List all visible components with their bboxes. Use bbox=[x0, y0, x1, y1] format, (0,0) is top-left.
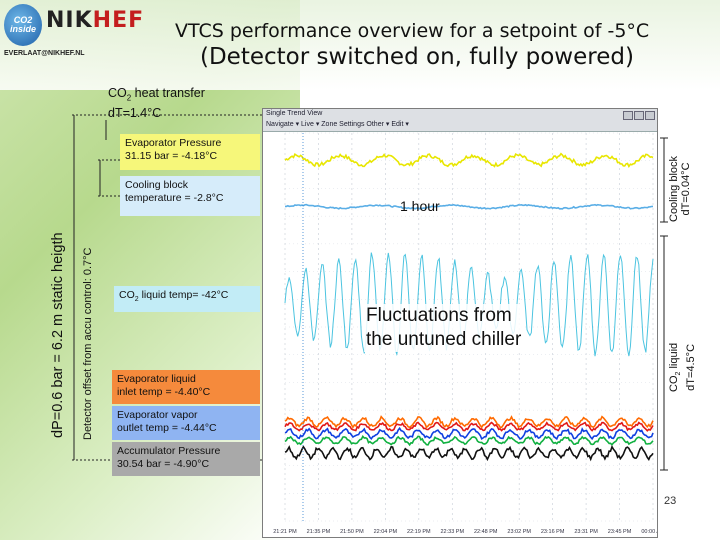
close-button[interactable] bbox=[645, 111, 655, 120]
evap-liquid-a: Evaporator liquid bbox=[117, 373, 196, 385]
evap-pressure-a: Evaporator Pressure bbox=[125, 137, 222, 149]
series-line-evaporator-liquid bbox=[284, 415, 654, 429]
annotation-evaporator-vapor: Evaporator vapor outlet temp = -4.44°C bbox=[112, 406, 260, 440]
cooling-block-a: Cooling block bbox=[125, 179, 189, 191]
annotation-evaporator-liquid: Evaporator liquid inlet temp = -4.40°C bbox=[112, 370, 260, 404]
fluct-line-2: the untuned chiller bbox=[366, 329, 522, 350]
annotation-accumulator-pressure: Accumulator Pressure 30.54 bar = -4.90°C bbox=[112, 442, 260, 476]
co2-liquid-dt-sub: 2 bbox=[675, 371, 683, 376]
x-tick-label: 23:31 PM bbox=[574, 529, 598, 535]
cooling-block-dt-a: Cooling block bbox=[668, 155, 680, 222]
evap-pressure-b: 31.15 bar = -4.18°C bbox=[125, 150, 218, 162]
co2-liquid-sub: 2 bbox=[134, 296, 139, 304]
fluct-line-1: Fluctuations from bbox=[366, 305, 512, 326]
accu-pressure-b: 30.54 bar = -4.90°C bbox=[117, 458, 210, 470]
background-top bbox=[0, 0, 720, 90]
nikhef-wordmark: NIKHEF bbox=[46, 8, 144, 33]
x-tick-label: 22:19 PM bbox=[407, 529, 431, 535]
x-tick-label: 00:00 AM bbox=[641, 529, 658, 535]
minimize-button[interactable] bbox=[623, 111, 633, 120]
series-line-green-trace bbox=[284, 435, 654, 447]
x-tick-label: 21:35 PM bbox=[307, 529, 331, 535]
co2-liquid-dt-label: CO2 liquid dT=4.5°C bbox=[668, 343, 697, 392]
x-tick-label: 22:33 PM bbox=[440, 529, 464, 535]
plot-toolbar: Single Trend View Navigate ▾ Live ▾ Zone… bbox=[263, 109, 657, 132]
series-line-evaporator-pressure bbox=[284, 152, 654, 168]
co2-liquid-dt-a: CO bbox=[668, 375, 680, 393]
co2-liquid-a: CO bbox=[119, 289, 135, 301]
co2-liquid-dt-c: liquid bbox=[668, 342, 680, 372]
plot-toolbar-menu[interactable]: Navigate ▾ Live ▾ Zone Settings Other ▾ … bbox=[266, 121, 409, 128]
x-tick-label: 22:48 PM bbox=[474, 529, 498, 535]
x-tick-label: 23:45 PM bbox=[608, 529, 632, 535]
series-line-cooling-block bbox=[285, 203, 654, 210]
evap-liquid-b: inlet temp = -4.40°C bbox=[117, 386, 211, 398]
accu-pressure-a: Accumulator Pressure bbox=[117, 445, 221, 457]
co2-liquid-b: liquid temp= -42°C bbox=[138, 289, 229, 301]
co2-heat-transfer-b: heat transfer bbox=[131, 86, 205, 100]
page-number: 23 bbox=[664, 495, 677, 507]
x-tick-label: 23:16 PM bbox=[541, 529, 565, 535]
accu-offset-label: Detector offset from accu control: 0.7°C bbox=[82, 247, 94, 441]
slide-title: VTCS performance overview for a setpoint… bbox=[175, 20, 650, 42]
fluctuations-label: Fluctuations from the untuned chiller bbox=[364, 304, 524, 352]
co2-heat-transfer-sub: 2 bbox=[126, 93, 132, 103]
email: EVERLAAT@NIKHEF.NL bbox=[4, 50, 85, 57]
cooling-block-dt-label: Cooling block dT=0.04°C bbox=[668, 156, 692, 222]
evap-vapor-a: Evaporator vapor bbox=[117, 409, 198, 421]
series-line-red-trace bbox=[284, 421, 654, 432]
annotation-cooling-block: Cooling block temperature = -2.8°C bbox=[120, 176, 260, 216]
maximize-button[interactable] bbox=[634, 111, 644, 120]
x-tick-label: 23:02 PM bbox=[507, 529, 531, 535]
x-tick-label: 22:04 PM bbox=[374, 529, 398, 535]
x-tick-label: 21:21 PM bbox=[273, 529, 297, 535]
nikhef-wordmark-a: NIK bbox=[46, 8, 93, 33]
nikhef-logo: CO2 inside NIKHEF EVERLAAT@NIKHEF.NL bbox=[2, 2, 144, 62]
dp-static-label: dP=0.6 bar = 6.2 m static heigth bbox=[50, 232, 66, 438]
cooling-block-b: temperature = -2.8°C bbox=[125, 192, 224, 204]
cooling-block-dt-b: dT=0.04°C bbox=[680, 162, 692, 216]
evap-vapor-b: outlet temp = -4.44°C bbox=[117, 422, 217, 434]
co2-heat-transfer-dt: dT=1.4°C bbox=[108, 105, 162, 120]
plot-toolbar-title: Single Trend View bbox=[266, 110, 323, 117]
co2-inside-logo: CO2 inside bbox=[4, 4, 42, 46]
trend-chart: 21:21 PM 21:35 PM 21:50 PM 22:04 PM 22:19 PM… bbox=[273, 132, 658, 535]
x-tick-label: 21:50 PM bbox=[340, 529, 364, 535]
annotation-evaporator-pressure: Evaporator Pressure 31.15 bar = -4.18°C bbox=[120, 134, 260, 170]
annotation-co2-liquid: CO2 liquid temp= -42°C bbox=[114, 286, 260, 312]
series-line-accumulator-pressure bbox=[284, 444, 654, 462]
co2-liquid-dt-b: dT=4.5°C bbox=[685, 343, 698, 391]
nikhef-wordmark-b: HEF bbox=[92, 8, 145, 33]
slide-subtitle: (Detector switched on, fully powered) bbox=[200, 44, 634, 70]
series-line-evaporator-vapor bbox=[284, 426, 654, 441]
co2-heat-transfer-a: CO bbox=[108, 86, 127, 100]
series-line-co2-liquid bbox=[284, 252, 654, 357]
co2-heat-transfer-label: CO2 heat transfer dT=1.4°C bbox=[108, 86, 205, 120]
one-hour-label: 1 hour bbox=[400, 198, 440, 214]
